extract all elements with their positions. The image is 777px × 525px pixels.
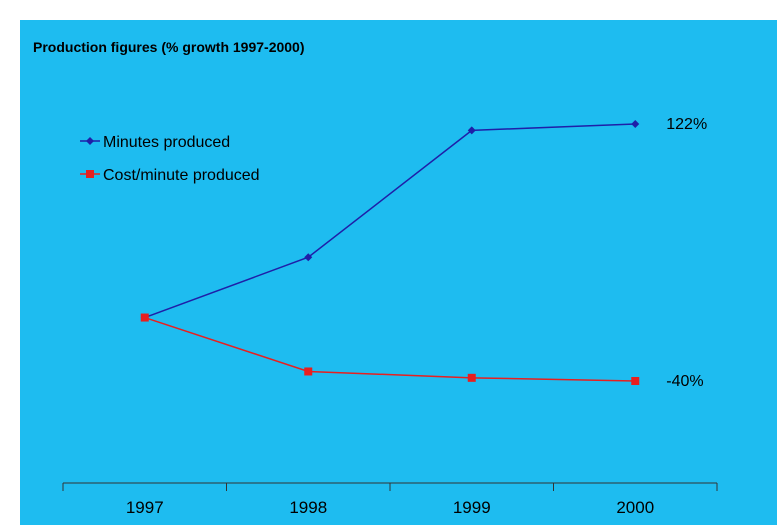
x-tick-label-1998: 1998 [289,498,327,517]
minutes-end-label: 122% [666,116,707,133]
minutes-point-1998 [304,253,313,262]
chart-panel [20,20,777,525]
cost-point-2000 [631,377,640,385]
legend-marker-square [86,170,94,178]
legend-label-1: Cost/minute produced [103,167,260,184]
minutes-point-2000 [631,120,640,128]
legend: Minutes produced Cost/minute produced [80,134,260,184]
x-tick-label-1999: 1999 [453,498,491,517]
legend-marker-diamond [86,137,94,145]
cost-series-line [144,316,636,382]
minutes-point-1999 [467,126,476,135]
cost-end-label: -40% [666,373,703,390]
series-layer: 122% -40% [140,116,707,390]
cost-point-1998 [304,367,313,376]
x-tick-label-1997: 1997 [126,498,164,517]
cost-point-1999 [467,373,476,382]
minutes-series-line [144,123,636,319]
x-tick-label-2000: 2000 [616,498,654,517]
legend-label-0: Minutes produced [103,134,230,151]
cost-point-1997 [140,313,149,322]
chart-title: Production figures (% growth 1997-2000) [33,39,305,55]
x-axis: 1997 1998 1999 2000 [62,482,718,517]
